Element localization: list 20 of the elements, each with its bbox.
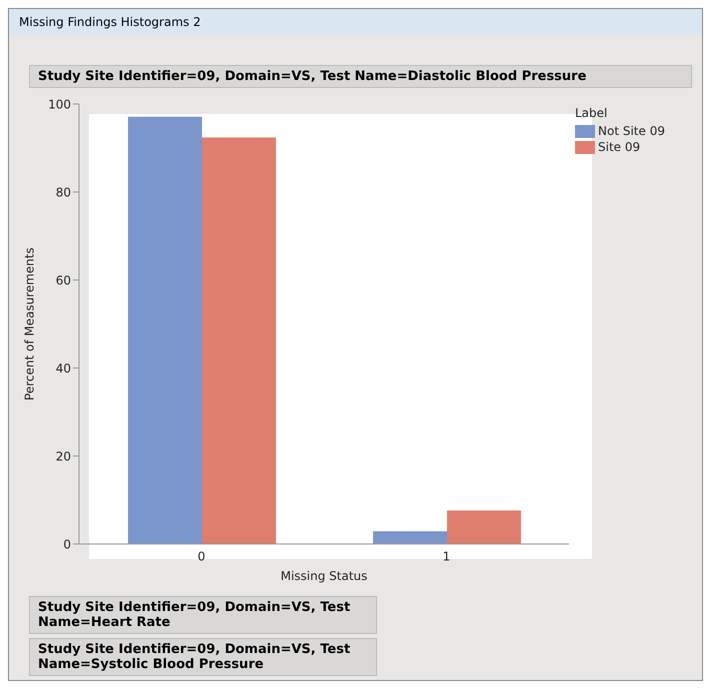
y-tick-label: 0 — [63, 537, 71, 552]
y-tick-label: 80 — [56, 185, 71, 200]
legend-label: Not Site 09 — [598, 124, 665, 138]
y-tick-label: 100 — [48, 97, 71, 112]
bar — [447, 510, 521, 544]
bar — [128, 116, 202, 544]
x-axis-title: Missing Status — [280, 569, 368, 583]
x-tick-label: 1 — [442, 550, 450, 564]
bar — [373, 531, 447, 544]
legend-label: Site 09 — [598, 140, 640, 154]
y-tick-label: 60 — [56, 273, 71, 288]
chart-title: Study Site Identifier=09, Domain=VS, Test Name=Diastolic Blood Pressure — [29, 65, 692, 88]
text: Missing Findings Histograms 2 — [9, 9, 702, 35]
text: Study Site Identifier=09, Domain=VS, Test Name=Systolic Blood Pressure — [29, 638, 377, 676]
y-tick-label: 20 — [56, 449, 71, 464]
bar — [202, 137, 276, 544]
y-tick-label: 40 — [56, 361, 71, 376]
y-axis-title: Percent of Measurements — [22, 248, 36, 400]
text: Study Site Identifier=09, Domain=VS, Test Name=Heart Rate — [29, 596, 377, 634]
legend-title: Label — [575, 106, 608, 120]
